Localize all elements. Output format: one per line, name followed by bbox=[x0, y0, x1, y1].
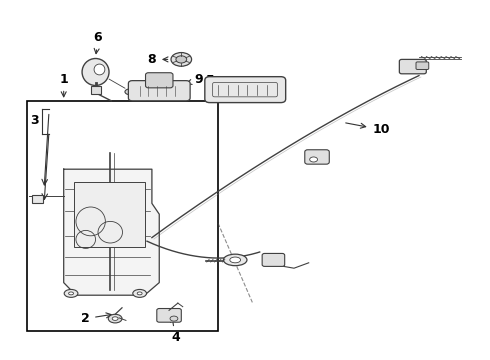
Ellipse shape bbox=[125, 89, 135, 95]
FancyBboxPatch shape bbox=[399, 59, 426, 74]
Text: 6: 6 bbox=[94, 31, 102, 54]
FancyBboxPatch shape bbox=[157, 309, 181, 322]
FancyBboxPatch shape bbox=[416, 62, 429, 69]
Ellipse shape bbox=[82, 58, 109, 85]
Text: 8: 8 bbox=[147, 53, 168, 66]
Ellipse shape bbox=[230, 257, 241, 263]
Bar bbox=[91, 86, 101, 94]
Ellipse shape bbox=[112, 317, 118, 320]
Text: 4: 4 bbox=[171, 317, 180, 344]
Bar bbox=[27, 101, 218, 331]
FancyBboxPatch shape bbox=[128, 81, 190, 101]
Ellipse shape bbox=[64, 289, 78, 297]
Bar bbox=[74, 182, 145, 247]
Ellipse shape bbox=[310, 157, 318, 162]
Text: 7: 7 bbox=[136, 91, 151, 104]
Ellipse shape bbox=[223, 254, 247, 266]
Polygon shape bbox=[64, 169, 159, 295]
Bar bbox=[32, 195, 43, 203]
Ellipse shape bbox=[94, 64, 105, 75]
Text: 1: 1 bbox=[59, 73, 68, 97]
Ellipse shape bbox=[69, 292, 74, 295]
Ellipse shape bbox=[108, 314, 122, 323]
Ellipse shape bbox=[176, 56, 187, 63]
FancyBboxPatch shape bbox=[262, 253, 285, 266]
Ellipse shape bbox=[171, 53, 192, 66]
Text: 10: 10 bbox=[346, 123, 390, 136]
Text: 2: 2 bbox=[81, 312, 111, 325]
FancyBboxPatch shape bbox=[205, 77, 286, 103]
FancyBboxPatch shape bbox=[305, 150, 329, 164]
Text: 9: 9 bbox=[187, 73, 203, 86]
FancyBboxPatch shape bbox=[146, 73, 173, 88]
Ellipse shape bbox=[137, 292, 142, 295]
Text: 3: 3 bbox=[30, 114, 39, 127]
Text: 5: 5 bbox=[206, 75, 218, 90]
Ellipse shape bbox=[170, 316, 178, 321]
Ellipse shape bbox=[133, 289, 147, 297]
